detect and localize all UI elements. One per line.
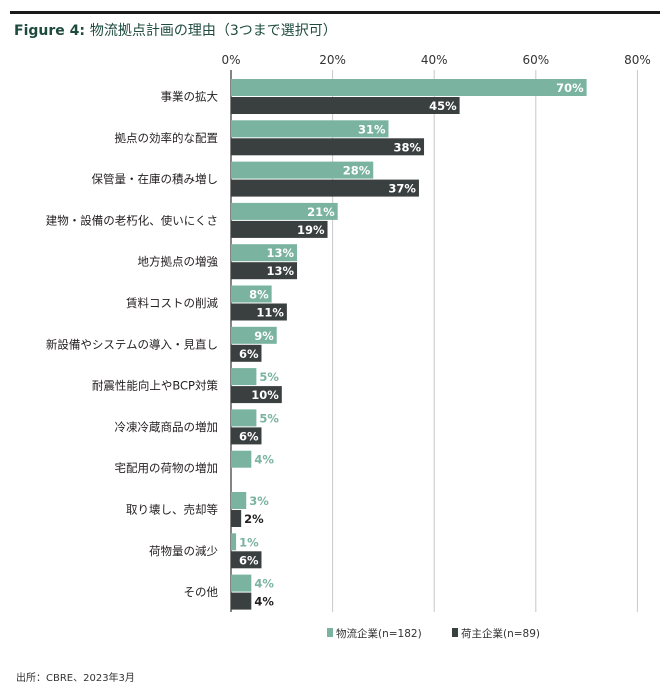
- category-label: 拠点の効率的な配置: [115, 131, 219, 145]
- category-label: 耐震性能向上やBCP対策: [92, 379, 219, 393]
- data-label: 3%: [249, 494, 269, 508]
- x-tick-label: 40%: [421, 53, 448, 67]
- data-label: 4%: [254, 595, 274, 609]
- data-label: 6%: [239, 553, 259, 567]
- x-tick-label: 60%: [522, 53, 549, 67]
- source-note: 出所：CBRE、2023年3月: [16, 673, 135, 684]
- data-label: 21%: [307, 205, 335, 219]
- data-label: 9%: [254, 329, 274, 343]
- data-label: 6%: [239, 347, 259, 361]
- data-label: 70%: [556, 81, 584, 95]
- data-label: 28%: [343, 164, 371, 178]
- category-label: 宅配用の荷物の増加: [115, 461, 219, 475]
- bar-logistics: [231, 450, 252, 468]
- bar-logistics: [231, 574, 252, 592]
- category-label: その他: [184, 585, 219, 599]
- data-label: 8%: [249, 288, 269, 302]
- bar-logistics: [231, 120, 389, 138]
- data-label: 5%: [259, 411, 279, 425]
- bar-shipper: [231, 179, 419, 197]
- bar-shipper: [231, 138, 425, 156]
- category-label: 取り壊し、売却等: [126, 503, 218, 517]
- category-label: 事業の拡大: [161, 90, 219, 104]
- data-label: 13%: [267, 246, 295, 260]
- data-label: 4%: [254, 453, 274, 467]
- category-label: 地方拠点の増強: [138, 255, 219, 269]
- data-label: 11%: [256, 306, 284, 320]
- legend-label: 荷主企業(n=89): [461, 627, 540, 640]
- data-label: 13%: [267, 264, 295, 278]
- bar-shipper: [231, 427, 262, 445]
- data-label: 45%: [429, 99, 457, 113]
- data-label: 5%: [259, 370, 279, 384]
- bar-shipper: [231, 220, 328, 238]
- figure-title: Figure 4: 物流拠点計画の理由（3つまで選択可）: [14, 20, 337, 40]
- bar-logistics: [231, 409, 257, 427]
- bar-logistics: [231, 244, 298, 262]
- bar-logistics: [231, 285, 272, 303]
- x-tick-label: 0%: [221, 53, 240, 67]
- data-label: 38%: [394, 140, 422, 154]
- bar-shipper: [231, 303, 287, 321]
- category-label: 保管量・在庫の積み増し: [92, 172, 219, 186]
- bar-shipper: [231, 97, 460, 114]
- bar-shipper: [231, 386, 282, 404]
- bar-shipper: [231, 551, 262, 569]
- data-label: 4%: [254, 577, 274, 591]
- x-tick-label: 80%: [624, 53, 651, 67]
- data-label: 2%: [244, 512, 264, 526]
- category-label: 建物・設備の老朽化、使いにくさ: [46, 213, 218, 227]
- bar-logistics: [231, 79, 587, 96]
- legend-swatch-logistics: [327, 628, 333, 637]
- data-label: 1%: [239, 535, 259, 549]
- bar-shipper: [231, 344, 262, 362]
- category-label: 荷物量の減少: [149, 544, 218, 558]
- bar-shipper: [231, 510, 242, 527]
- legend-label: 物流企業(n=182): [336, 627, 422, 640]
- data-label: 37%: [388, 182, 416, 196]
- bar-logistics: [231, 202, 338, 220]
- figure-title-prefix: Figure 4:: [14, 23, 85, 39]
- data-label: 6%: [239, 429, 259, 443]
- bar-logistics: [231, 533, 237, 551]
- bar-logistics: [231, 492, 247, 509]
- bar-logistics: [231, 161, 374, 179]
- bar-logistics: [231, 368, 257, 386]
- data-label: 10%: [251, 388, 279, 402]
- bar-shipper: [231, 592, 252, 610]
- data-label: 31%: [358, 122, 386, 136]
- bar-shipper: [231, 262, 298, 280]
- figure-title-text: 物流拠点計画の理由（3つまで選択可）: [89, 23, 337, 39]
- legend-swatch-shipper: [452, 628, 458, 637]
- top-rule: [10, 11, 660, 14]
- category-label: 新設備やシステムの導入・見直し: [46, 337, 218, 351]
- x-tick-label: 20%: [319, 53, 346, 67]
- bar-logistics: [231, 326, 277, 344]
- data-label: 19%: [297, 223, 325, 237]
- category-label: 冷凍冷蔵商品の増加: [115, 420, 219, 434]
- category-label: 賃料コストの削減: [126, 296, 218, 310]
